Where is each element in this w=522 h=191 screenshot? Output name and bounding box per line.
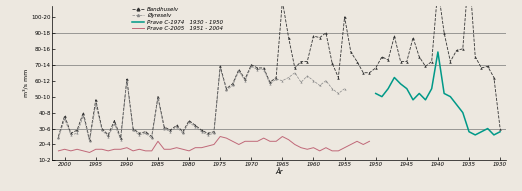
Y-axis label: m³/s mm: m³/s mm xyxy=(23,69,29,97)
X-axis label: År: År xyxy=(276,168,283,175)
Legend: Bandhuselv, Øyreselv, Prave C-1974   1930 - 1950, Prave C-2005   1951 - 2004: Bandhuselv, Øyreselv, Prave C-1974 1930 … xyxy=(132,7,223,31)
